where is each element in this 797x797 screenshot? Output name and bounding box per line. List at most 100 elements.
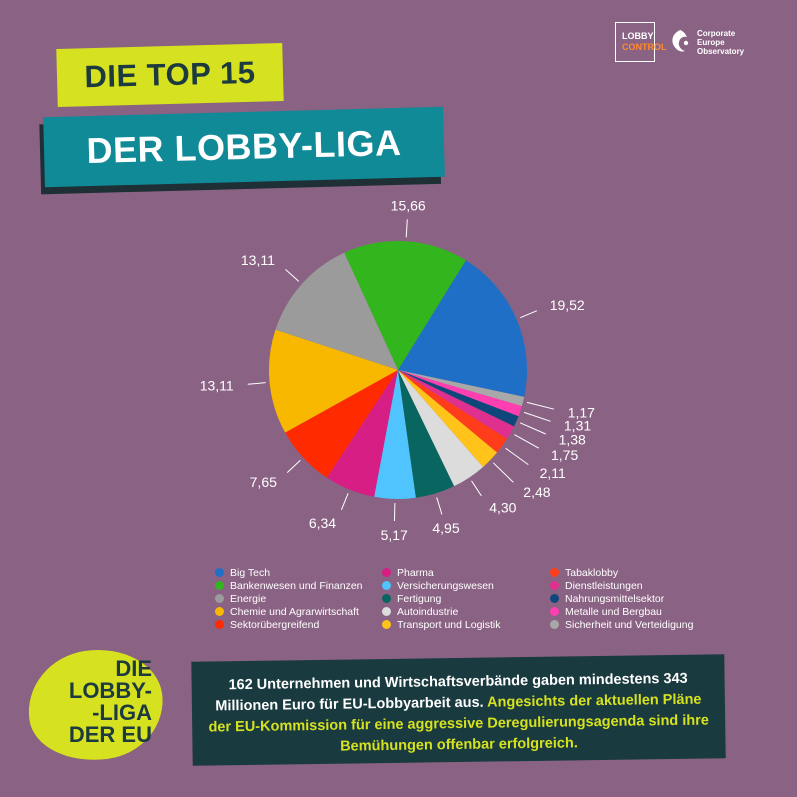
legend-label: Energie: [230, 592, 267, 605]
leader-line-4: [286, 459, 301, 473]
leader-line-1: [405, 219, 408, 238]
leader-line-14: [526, 401, 555, 410]
legend-item: Chemie und Agrarwirtschaft: [215, 605, 382, 618]
legend-label: Sicherheit und Verteidigung: [565, 618, 694, 631]
legend-label: Bankenwesen und Finanzen: [230, 579, 363, 592]
leader-line-13: [523, 411, 551, 422]
leader-line-10: [505, 447, 529, 466]
legend-item: Autoindustrie: [382, 605, 550, 618]
legend-label: Versicherungswesen: [397, 579, 494, 592]
leader-line-5: [340, 493, 349, 511]
legend-label: Autoindustrie: [397, 605, 459, 618]
value-label-13: 1,31: [564, 418, 591, 434]
lobbycontrol-logo-line1: LOBBY: [622, 31, 654, 41]
pie-slice-3: [268, 329, 398, 433]
value-label-0: 19,52: [550, 297, 585, 313]
value-label-12: 1,38: [559, 432, 586, 448]
legend-swatch: [215, 607, 224, 616]
pie-slice-11: [398, 370, 515, 439]
legend-item: Transport und Logistik: [382, 618, 550, 631]
legend-swatch: [550, 581, 559, 590]
legend-item: Fertigung: [382, 592, 550, 605]
legend-item: Pharma: [382, 566, 550, 579]
legend-swatch: [382, 568, 391, 577]
legend-item: Big Tech: [215, 566, 382, 579]
legend-label: Fertigung: [397, 592, 442, 605]
pie-slice-4: [285, 370, 398, 478]
legend-label: Pharma: [397, 566, 434, 579]
badge-line4: DER EU: [68, 722, 152, 747]
legend-swatch: [215, 581, 224, 590]
leader-line-2: [285, 269, 300, 282]
legend-swatch: [215, 620, 224, 629]
pie-slice-13: [398, 370, 522, 417]
legend-label: Tabaklobby: [565, 566, 619, 579]
pie-slice-14: [398, 370, 525, 407]
ceo-logo-line2: Europe: [697, 37, 725, 47]
leader-line-11: [514, 434, 540, 449]
value-label-9: 2,48: [523, 484, 550, 500]
leader-line-0: [520, 310, 538, 319]
leader-line-12: [519, 422, 546, 435]
legend-item: Sektorübergreifend: [215, 618, 382, 631]
leader-line-3: [247, 382, 266, 385]
info-box: 162 Unternehmen und Wirtschaftsverbände …: [191, 654, 726, 766]
pie-slice-9: [398, 370, 498, 467]
legend-label: Chemie und Agrarwirtschaft: [230, 605, 359, 618]
legend-swatch: [382, 607, 391, 616]
value-label-14: 1,17: [568, 405, 595, 421]
legend-swatch: [550, 594, 559, 603]
legend-label: Metalle und Bergbau: [565, 605, 662, 618]
legend-swatch: [215, 594, 224, 603]
legend-item: Versicherungswesen: [382, 579, 550, 592]
legend-item: Sicherheit und Verteidigung: [550, 618, 715, 631]
pie-slice-10: [398, 370, 508, 453]
pie-slice-8: [398, 370, 484, 487]
legend-swatch: [382, 581, 391, 590]
legend-swatch: [382, 594, 391, 603]
value-label-11: 1,75: [551, 447, 578, 463]
legend-label: Dienstleistungen: [565, 579, 643, 592]
badge-line2: LOBBY-: [68, 678, 152, 703]
pie-slice-1: [344, 241, 466, 370]
value-label-10: 2,11: [540, 465, 566, 481]
pie-slice-7: [398, 370, 455, 498]
ceo-star-icon: [672, 30, 689, 52]
legend-label: Big Tech: [230, 566, 271, 579]
value-label-6: 5,17: [381, 527, 408, 543]
lobbycontrol-logo: LOBBY CONTROL: [615, 22, 667, 62]
legend-label: Transport und Logistik: [397, 618, 501, 631]
legend-swatch: [550, 568, 559, 577]
ceo-logo-text: Corporate Europe Observatory: [697, 29, 757, 56]
value-label-8: 4,30: [489, 500, 516, 516]
legend-item: Energie: [215, 592, 382, 605]
value-label-3: 13,11: [200, 378, 234, 394]
value-label-4: 7,65: [250, 474, 277, 490]
value-label-1: 15,66: [391, 197, 426, 213]
leader-line-9: [492, 462, 514, 483]
legend-label: Nahrungsmittelsektor: [565, 592, 665, 605]
value-label-7: 4,95: [432, 520, 459, 536]
legend-item: Metalle und Bergbau: [550, 605, 715, 618]
chart-legend: Big Tech Pharma Tabaklobby Bankenwesen und …: [215, 566, 715, 631]
legend-label: Sektorübergreifend: [230, 618, 320, 631]
leader-line-7: [436, 497, 443, 515]
badge-line1: DIE: [115, 656, 152, 681]
ceo-logo-line1: Corporate: [697, 28, 736, 38]
legend-swatch: [215, 568, 224, 577]
legend-swatch: [382, 620, 391, 629]
pie-slice-0: [398, 260, 527, 397]
legend-item: Dienstleistungen: [550, 579, 715, 592]
pie-slice-12: [398, 370, 519, 427]
value-label-2: 13,11: [241, 252, 275, 268]
legend-item: Nahrungsmittelsektor: [550, 592, 715, 605]
legend-item: Tabaklobby: [550, 566, 715, 579]
pie-slice-6: [374, 370, 416, 500]
pie-slice-2: [275, 252, 398, 370]
badge-line3: -LIGA: [92, 700, 152, 725]
logos: LOBBY CONTROL Corporate Europe Observato…: [615, 22, 757, 62]
legend-swatch: [550, 607, 559, 616]
pie-slice-5: [326, 370, 398, 497]
legend-swatch: [550, 620, 559, 629]
